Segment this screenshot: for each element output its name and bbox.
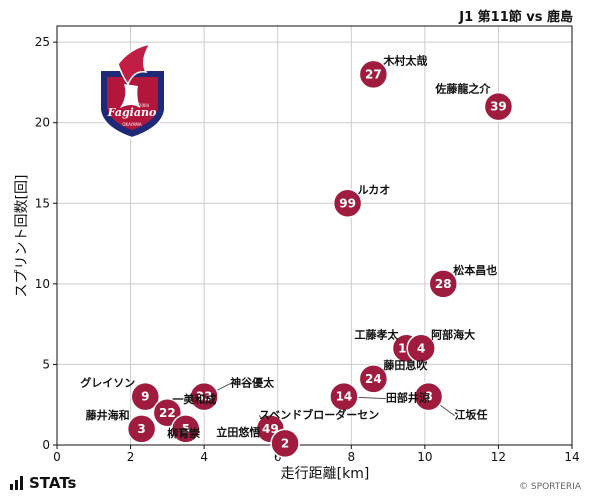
player-name: 藤田息吹 bbox=[383, 358, 428, 372]
player-bubble bbox=[358, 59, 389, 90]
player-bubble bbox=[171, 414, 201, 444]
chart-title: J1 第11節 vs 鹿島 bbox=[459, 10, 573, 25]
x-tick-label: 0 bbox=[53, 450, 61, 464]
player-number: 2 bbox=[281, 436, 289, 450]
y-tick-label: 25 bbox=[35, 35, 50, 49]
player-number: 39 bbox=[490, 100, 507, 114]
data-points: 27399928154249331482235492 bbox=[126, 59, 514, 459]
crest-year: 2004 bbox=[139, 103, 150, 108]
player-name: グレイソン bbox=[80, 376, 135, 390]
player-name: 江坂任 bbox=[455, 408, 488, 422]
player-name: ルカオ bbox=[358, 183, 391, 196]
player-bubble bbox=[483, 91, 514, 122]
y-tick-label: 10 bbox=[35, 277, 50, 291]
player-name: スベンドブローダーセン bbox=[259, 407, 379, 421]
player-number: 99 bbox=[339, 196, 356, 210]
player-bubble bbox=[270, 428, 300, 459]
player-name: 田部井涼 bbox=[386, 391, 430, 405]
player-number: 33 bbox=[196, 390, 213, 404]
player-number: 22 bbox=[159, 406, 176, 420]
y-axis-title: スプリント回数[回] bbox=[14, 175, 30, 298]
player-bubble bbox=[130, 381, 161, 412]
player-name: 柳育崇 bbox=[167, 426, 200, 440]
player-bubble bbox=[126, 414, 157, 444]
y-tick-label: 15 bbox=[35, 196, 50, 210]
x-tick-label: 8 bbox=[347, 450, 355, 464]
y-tick-label: 5 bbox=[42, 357, 50, 371]
brand-text: STATs bbox=[29, 474, 77, 492]
player-number: 3 bbox=[137, 422, 145, 436]
x-tick-label: 2 bbox=[127, 450, 135, 464]
stats-logo: STATs bbox=[10, 474, 76, 492]
x-tick-label: 6 bbox=[274, 450, 282, 464]
player-bubble bbox=[406, 333, 436, 364]
player-number: 27 bbox=[365, 67, 382, 81]
copyright: © SPORTERIA bbox=[519, 482, 581, 492]
player-name: 藤井海和 bbox=[86, 408, 130, 422]
player-bubble bbox=[189, 381, 219, 412]
crest-sub: OKAYAMA bbox=[122, 122, 141, 127]
player-name: 佐藤龍之介 bbox=[434, 82, 491, 96]
plot-frame bbox=[56, 25, 573, 446]
player-name: 神谷優太 bbox=[230, 376, 275, 390]
x-tick-label: 12 bbox=[491, 450, 506, 464]
player-bubble bbox=[332, 188, 363, 219]
player-name: 木村太哉 bbox=[382, 53, 427, 67]
player-name: 阿部海大 bbox=[431, 327, 475, 341]
axes bbox=[53, 25, 573, 449]
player-name: 工藤孝太 bbox=[354, 327, 399, 341]
player-number: 8 bbox=[424, 390, 432, 404]
player-bubble bbox=[413, 381, 444, 412]
y-tick-label: 20 bbox=[35, 116, 50, 130]
player-bubble bbox=[329, 381, 359, 412]
player-name: 一美和成 bbox=[172, 392, 216, 406]
player-bubble bbox=[428, 269, 458, 299]
x-tick-label: 14 bbox=[564, 450, 579, 464]
player-number: 5 bbox=[182, 422, 190, 436]
player-name: 立田悠悟 bbox=[216, 425, 260, 439]
player-number: 4 bbox=[417, 341, 425, 355]
y-tick-label: 0 bbox=[42, 438, 50, 452]
player-number: 24 bbox=[365, 372, 382, 386]
player-bubble bbox=[358, 364, 389, 394]
x-tick-label: 4 bbox=[200, 450, 208, 464]
crest-text: Fagiano bbox=[107, 106, 157, 119]
player-number: 14 bbox=[336, 390, 353, 404]
x-axis-title: 走行距離[km] bbox=[281, 465, 370, 482]
player-number: 9 bbox=[141, 390, 149, 404]
player-number: 28 bbox=[435, 277, 452, 291]
x-tick-label: 10 bbox=[417, 450, 432, 464]
player-name: 松本昌也 bbox=[453, 263, 497, 277]
club-crest-icon: Fagiano OKAYAMA 2004 bbox=[99, 42, 166, 140]
bars-icon bbox=[10, 476, 23, 490]
player-number: 49 bbox=[262, 422, 279, 436]
